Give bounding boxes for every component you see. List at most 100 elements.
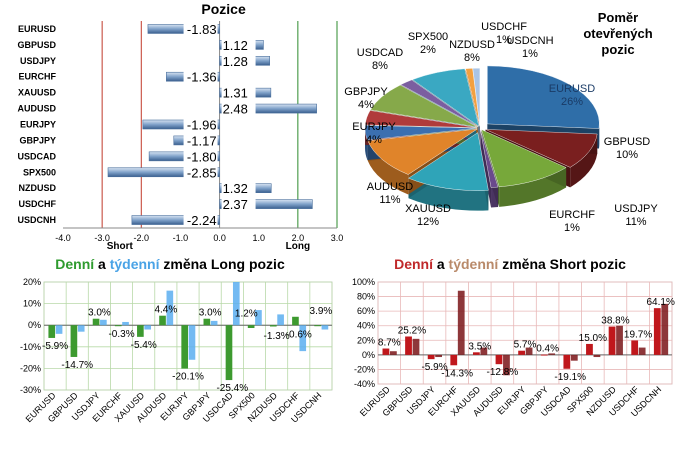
category-label: EURCHF [19, 72, 57, 82]
bar [661, 304, 668, 355]
pie-slice-value: 26% [561, 96, 583, 108]
title-part: týdenní [110, 256, 161, 272]
pie-slice-value: 8% [372, 60, 388, 72]
bar [435, 355, 442, 357]
value-label: 1.32 [223, 181, 248, 196]
category-label: USDJPY [20, 56, 56, 66]
chart-title: Denní a týdenní změna Short pozic [394, 256, 626, 272]
y-tick-label: 20% [357, 335, 375, 345]
value-label: -2.24 [187, 213, 217, 228]
bar [78, 325, 85, 331]
data-label: -5.9% [42, 341, 68, 352]
bar [563, 355, 570, 369]
category-label: GBPUSD [17, 40, 56, 50]
bar [541, 355, 548, 356]
pie-slice-name: EURJPY [352, 121, 396, 133]
bar [93, 319, 100, 325]
bar [314, 325, 321, 326]
x-tick-label: 1.0 [252, 233, 265, 243]
bar [189, 325, 196, 360]
y-tick-label: -20% [20, 363, 41, 373]
pie-slice-name: AUDUSD [367, 181, 414, 193]
category-label: SPX500 [23, 167, 56, 177]
data-label: 3.9% [310, 306, 333, 317]
bar [270, 325, 277, 326]
x-tick-label: -4.0 [55, 233, 71, 243]
bar [405, 336, 412, 354]
bar [137, 325, 144, 337]
bar [639, 348, 646, 355]
category-label: GBPJPY [19, 135, 56, 145]
title-part: Denní [394, 256, 434, 272]
bar [458, 291, 465, 355]
pie-slice-value: 11% [379, 194, 400, 206]
bar [100, 320, 107, 325]
data-label: -14.7% [61, 360, 93, 371]
category-label: AUDUSD [17, 104, 56, 114]
title-part: změna Long pozic [160, 256, 285, 272]
value-label: 1.28 [223, 54, 248, 69]
pie-slice-value: 2% [420, 44, 436, 56]
long-change-chart: Denní a týdenní změna Long pozic20%10%0%… [0, 252, 340, 447]
category-label: USDCNH [17, 215, 56, 225]
bar [322, 325, 329, 329]
pie-slice-value: 1% [522, 48, 538, 60]
value-label: 2.48 [223, 102, 248, 117]
bar [181, 325, 188, 368]
data-label: -12.8% [487, 367, 519, 378]
value-label: -1.17 [187, 133, 217, 148]
category-label: USDCAD [17, 151, 56, 161]
bar [204, 319, 211, 325]
pie-slice-name: USDCHF [481, 21, 527, 33]
pie-slice-value: 4% [358, 99, 374, 111]
y-tick-label: -10% [20, 342, 41, 352]
bar [390, 351, 397, 355]
pie-title: Poměr [598, 10, 638, 25]
value-label: 1.31 [223, 86, 248, 101]
bar [226, 325, 233, 380]
data-label: -20.1% [172, 372, 204, 383]
data-label: 38.8% [601, 316, 629, 327]
data-label: 3.0% [88, 308, 111, 319]
y-tick-label: -30% [20, 385, 41, 395]
bar [609, 327, 616, 355]
data-label: 0.4% [536, 344, 559, 355]
title-part: Denní [55, 256, 95, 272]
x-tick-label: -1.0 [173, 233, 189, 243]
value-label: -1.36 [187, 70, 217, 85]
value-label: -2.85 [187, 165, 217, 180]
bar [277, 314, 284, 325]
data-label: -5.4% [131, 340, 157, 351]
data-label: 5.7% [514, 340, 537, 351]
bar [144, 325, 151, 329]
pie-slice-name: USDCAD [357, 47, 404, 59]
bar [413, 339, 420, 355]
pie-slice-name: EURCHF [549, 209, 595, 221]
data-label: -25.4% [216, 383, 248, 394]
pie-slice-value: 11% [625, 216, 646, 228]
pie-slice-name: GBPUSD [604, 136, 651, 148]
y-tick-label: -20% [354, 364, 375, 374]
bar [48, 325, 55, 338]
value-label: -1.83 [187, 22, 217, 37]
pie-slice-name: EURUSD [549, 83, 596, 95]
bar [586, 344, 593, 355]
data-label: 25.2% [398, 325, 426, 336]
pie-slice-value: 1% [564, 222, 580, 234]
y-tick-label: 40% [357, 321, 375, 331]
y-tick-label: 100% [352, 277, 375, 287]
positions-title: Pozice [201, 1, 246, 17]
pie-slice-value: 12% [417, 216, 439, 228]
bar [518, 351, 525, 355]
y-tick-label: -40% [354, 379, 375, 389]
title-part: a [433, 256, 449, 272]
short-label: Short [107, 241, 134, 252]
y-tick-label: 0% [28, 320, 41, 330]
bar [496, 355, 503, 364]
data-label: 19.7% [624, 330, 652, 341]
pie-title: pozic [601, 42, 634, 57]
pie-title: otevřených [583, 26, 652, 41]
data-label: -0.6% [286, 329, 312, 340]
